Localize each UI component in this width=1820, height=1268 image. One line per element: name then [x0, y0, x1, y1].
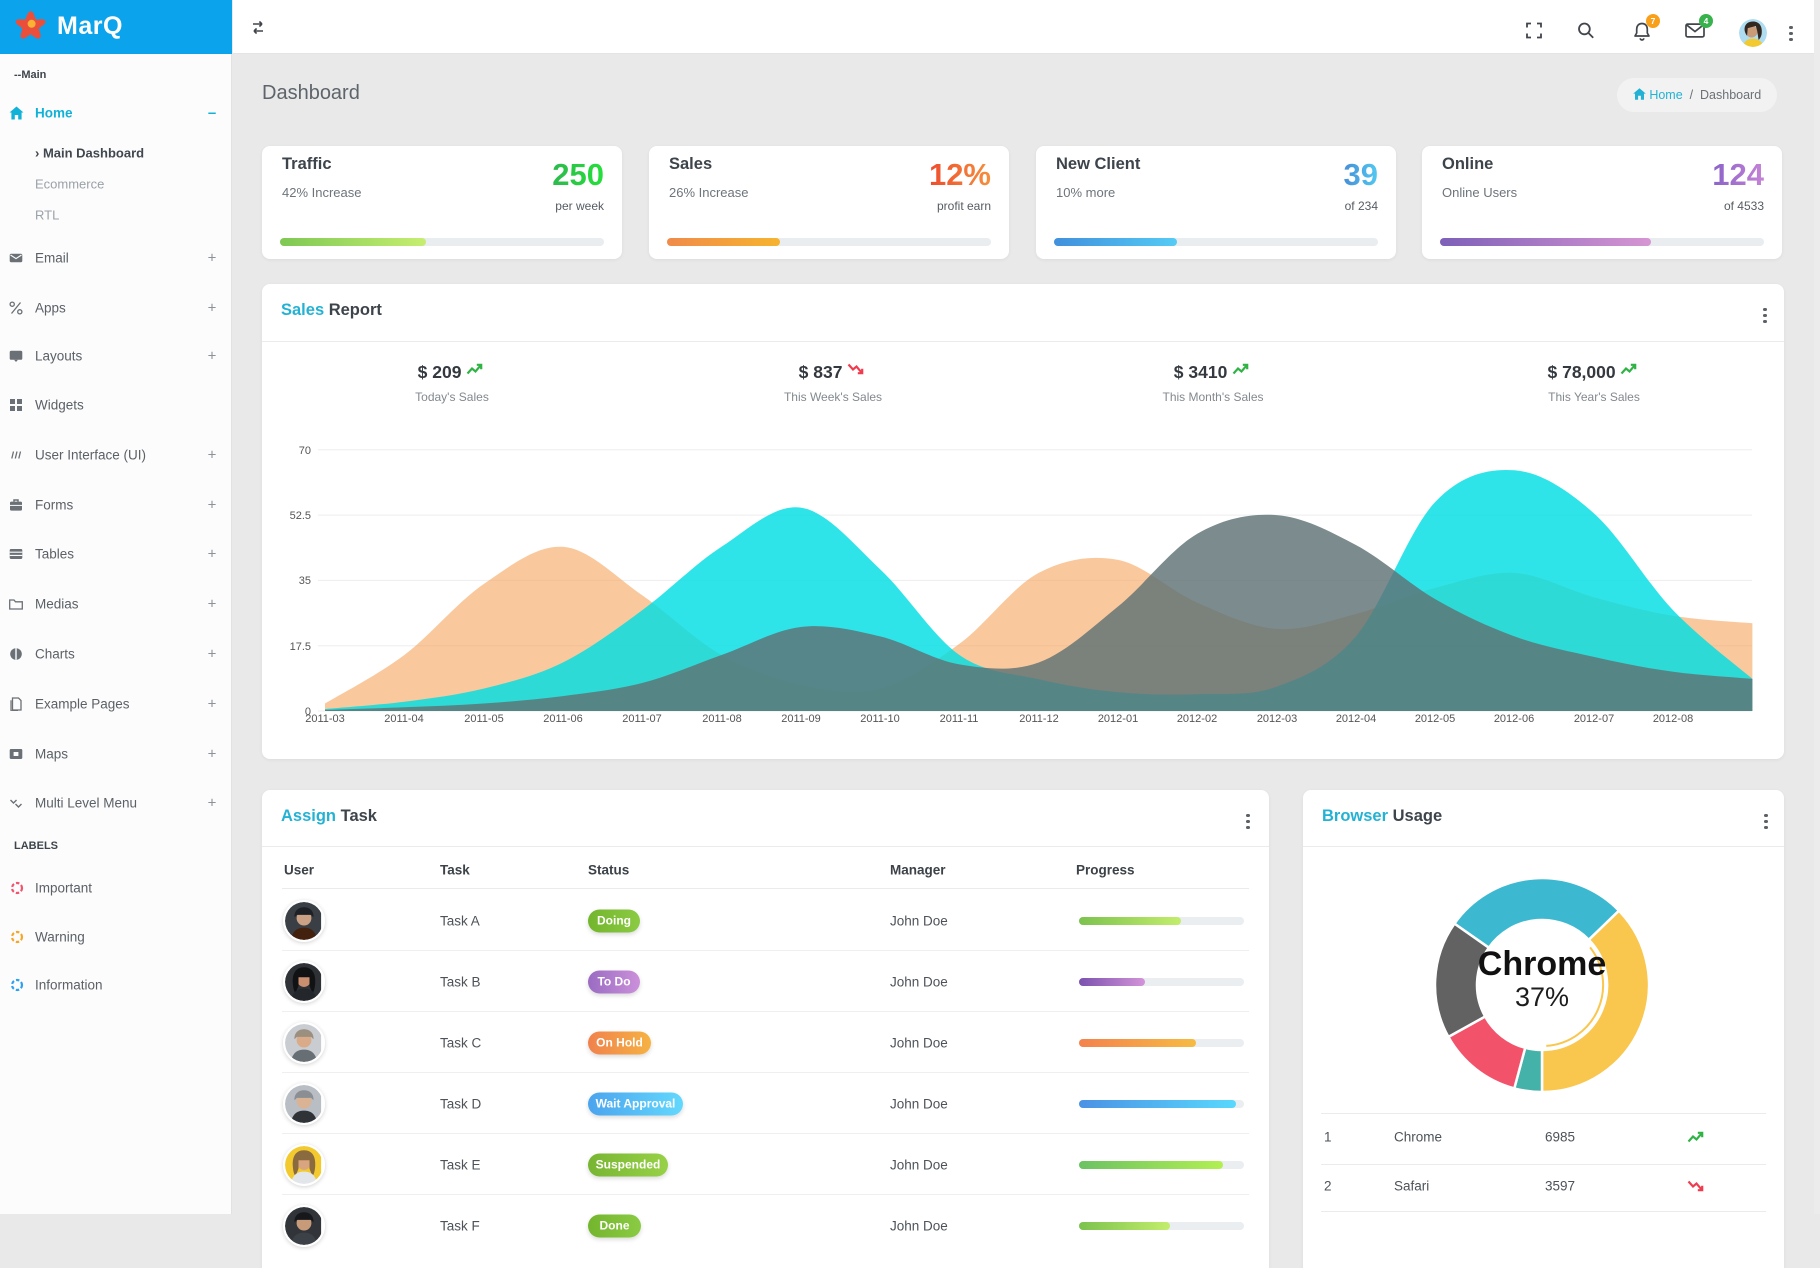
svg-text:2012-08: 2012-08: [1653, 713, 1693, 725]
svg-text:2011-04: 2011-04: [384, 713, 424, 725]
svg-text:2011-07: 2011-07: [622, 713, 662, 725]
svg-text:0: 0: [305, 706, 311, 718]
svg-text:2011-09: 2011-09: [781, 713, 821, 725]
svg-text:2011-12: 2011-12: [1019, 713, 1059, 725]
svg-text:52.5: 52.5: [290, 510, 311, 522]
svg-text:2012-03: 2012-03: [1257, 713, 1297, 725]
svg-text:2012-05: 2012-05: [1415, 713, 1455, 725]
svg-text:2011-10: 2011-10: [860, 713, 900, 725]
svg-text:37%: 37%: [1515, 982, 1569, 1012]
svg-text:35: 35: [299, 575, 311, 587]
svg-text:2011-08: 2011-08: [702, 713, 742, 725]
svg-text:2012-07: 2012-07: [1574, 713, 1614, 725]
svg-text:2011-06: 2011-06: [543, 713, 583, 725]
svg-text:2012-02: 2012-02: [1177, 713, 1217, 725]
svg-text:2012-06: 2012-06: [1494, 713, 1534, 725]
svg-text:2011-11: 2011-11: [940, 713, 979, 725]
svg-text:2011-03: 2011-03: [305, 713, 345, 725]
svg-text:2012-01: 2012-01: [1098, 713, 1138, 725]
svg-text:2011-05: 2011-05: [464, 713, 504, 725]
svg-text:Chrome: Chrome: [1478, 945, 1606, 983]
svg-text:2012-04: 2012-04: [1336, 713, 1376, 725]
svg-text:17.5: 17.5: [290, 641, 311, 653]
svg-text:70: 70: [299, 445, 311, 457]
